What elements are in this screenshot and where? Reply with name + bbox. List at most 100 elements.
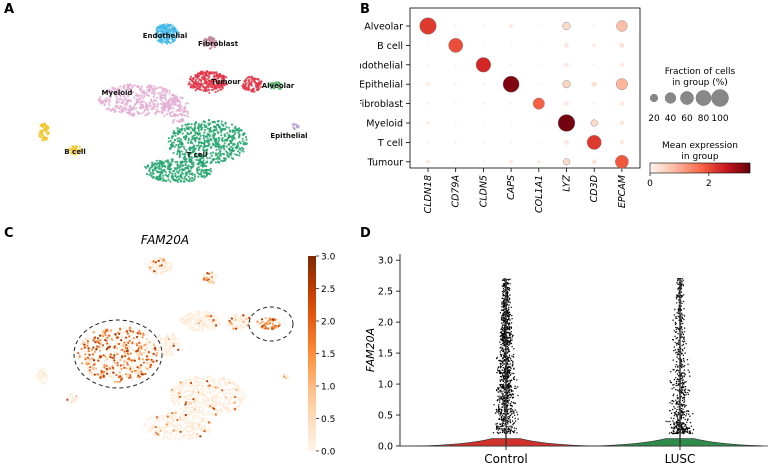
dot-endothelial-cd3d: [593, 63, 596, 66]
colorbar-label: 3.0: [321, 253, 336, 263]
dot-fibroblast-lyz: [564, 101, 569, 106]
color-legend-label: 2: [706, 179, 712, 189]
col-label: CLDN18: [423, 175, 434, 213]
col-label: CLDN5: [478, 175, 489, 207]
dotplot-frame: [409, 7, 641, 169]
cluster-label-myeloid: Myeloid: [102, 89, 133, 97]
cluster-label-endothelial: Endothelial: [143, 32, 188, 40]
dot-alveolar-lyz: [562, 22, 571, 31]
cluster-points-t-cell: [144, 157, 213, 183]
y-axis-label: FAM20A: [364, 328, 377, 372]
dot-t-cell-lyz: [564, 140, 569, 145]
y-tick-label: 0.0: [378, 442, 393, 453]
cluster-label-fibroblast: Fibroblast: [198, 40, 239, 48]
dot-tumour-caps: [509, 159, 513, 164]
colorbar: [308, 256, 316, 451]
dot-myeloid-caps: [509, 121, 513, 125]
panel-label-d: D: [360, 226, 371, 241]
x-tick-label: Control: [484, 452, 527, 466]
dot-b-cell-col1a1: [537, 44, 540, 47]
violin-points-control: [492, 278, 519, 435]
dot-myeloid-cldn18: [426, 121, 430, 125]
colorbar-label: 1.5: [321, 350, 335, 360]
size-legend-dot: [664, 92, 677, 104]
color-legend-bar: [649, 162, 751, 174]
dot-alveolar-cd79a: [454, 24, 457, 28]
dot-myeloid-col1a1: [537, 121, 540, 125]
marker-dotplot-chart: Alveolar B cell Endothelial Epithelial Fibro…: [360, 7, 751, 213]
col-label: COL1A1: [534, 175, 545, 213]
size-legend-title: Fraction of cells: [665, 67, 736, 77]
dot-endothelial-epcam: [619, 62, 624, 67]
cluster-points-endothelial: [154, 23, 179, 45]
row-label: Alveolar: [364, 22, 403, 33]
size-legend-dot: [680, 91, 694, 105]
col-label: LYZ: [562, 175, 573, 192]
dot-tumour-cldn18: [426, 159, 430, 164]
dot-endothelial-cldn18: [426, 63, 430, 66]
col-label: CD79A: [451, 175, 462, 208]
y-tick-label: 0.5: [378, 411, 393, 422]
row-label: Fibroblast: [360, 99, 403, 110]
dot-myeloid-epcam: [619, 120, 625, 126]
dot-epithelial-caps: [502, 75, 520, 93]
cluster-points-epithelial: [291, 122, 300, 130]
dot-b-cell-epcam: [619, 43, 625, 48]
dot-epithelial-col1a1: [537, 83, 540, 86]
row-label: Myeloid: [366, 119, 403, 130]
dot-b-cell-cldn18: [426, 44, 430, 47]
cluster-label-epithelial: Epithelial: [270, 132, 307, 140]
row-label: Epithelial: [360, 80, 403, 91]
row-label: Endothelial: [360, 60, 403, 71]
violin-chart: 0.0 0.5 1.0 1.5 2.0 2.5 3.0 FAM20A Control LUSC: [364, 254, 768, 466]
dot-tumour-cd3d: [591, 159, 597, 165]
dot-tumour-epcam: [615, 155, 629, 169]
y-tick-label: 1.0: [378, 380, 393, 391]
y-tick-label: 3.0: [378, 256, 393, 267]
highlight-ellipse-alveolar: [248, 306, 294, 342]
size-legend-label: 60: [681, 114, 693, 124]
dot-t-cell-cd79a: [454, 141, 457, 144]
dot-endothelial-cldn5: [475, 57, 491, 73]
panel-label-b: B: [360, 2, 370, 17]
dot-endothelial-cd79a: [454, 63, 457, 66]
dot-myeloid-lyz: [557, 114, 576, 132]
dot-fibroblast-epcam: [619, 101, 624, 106]
dot-myeloid-cd3d: [590, 119, 598, 127]
feature-title: FAM20A: [141, 233, 189, 247]
dot-tumour-lyz: [563, 158, 570, 166]
col-label: CAPS: [506, 175, 517, 200]
dot-alveolar-cldn5: [482, 24, 485, 28]
color-legend-title: in group: [681, 152, 718, 162]
size-legend-label: 100: [711, 114, 728, 124]
dot-epithelial-cldn5: [482, 83, 485, 86]
violin-lusc: [589, 438, 768, 447]
cluster-points-fibroblast: [202, 36, 218, 50]
y-tick-label: 2.5: [378, 287, 393, 298]
cluster-label-b-cell: B cell: [64, 148, 85, 156]
dot-t-cell-caps: [509, 141, 513, 144]
dot-fibroblast-col1a1: [532, 97, 545, 110]
dot-epithelial-cldn18: [426, 82, 430, 87]
dot-myeloid-cldn5: [482, 121, 485, 125]
color-legend-title: Mean expression: [662, 141, 738, 151]
dot-myeloid-cd79a: [454, 121, 457, 125]
colorbar-label: 0.5: [321, 415, 335, 425]
panel-label-a: A: [4, 2, 15, 17]
dot-fibroblast-caps: [509, 102, 513, 105]
x-tick-label: LUSC: [665, 452, 696, 466]
size-legend-label: 80: [698, 114, 710, 124]
dot-b-cell-cldn5: [482, 44, 485, 47]
dot-t-cell-cldn5: [482, 141, 485, 144]
colorbar-label: 1.0: [321, 383, 336, 393]
dot-epithelial-lyz: [562, 80, 571, 89]
dot-t-cell-cldn18: [426, 141, 430, 144]
dot-t-cell-cd3d: [586, 135, 602, 150]
dot-fibroblast-cldn5: [482, 102, 485, 105]
cluster-points-tumour: [241, 75, 263, 93]
color-legend-label: 0: [647, 179, 653, 189]
dot-tumour-cldn5: [482, 160, 485, 163]
dot-b-cell-caps: [509, 44, 513, 47]
dot-epithelial-cd3d: [591, 81, 597, 87]
umap-celltype-chart: Endothelial Fibroblast Tumour Alveolar Myelo…: [38, 23, 308, 183]
